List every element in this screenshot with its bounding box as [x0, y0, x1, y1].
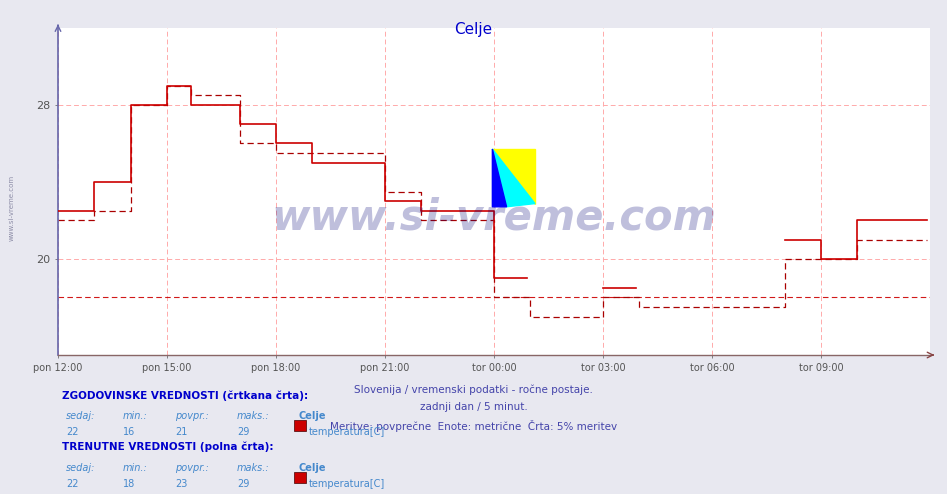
Text: ZGODOVINSKE VREDNOSTI (črtkana črta):: ZGODOVINSKE VREDNOSTI (črtkana črta):	[62, 390, 308, 401]
Text: 21: 21	[175, 427, 188, 437]
Text: Slovenija / vremenski podatki - ročne postaje.: Slovenija / vremenski podatki - ročne po…	[354, 385, 593, 395]
Text: maks.:: maks.:	[237, 411, 269, 421]
Text: Meritve: povprečne  Enote: metrične  Črta: 5% meritev: Meritve: povprečne Enote: metrične Črta:…	[330, 419, 617, 432]
Text: Celje: Celje	[298, 462, 326, 473]
Text: 16: 16	[123, 427, 135, 437]
Text: maks.:: maks.:	[237, 462, 269, 473]
Text: 18: 18	[123, 479, 135, 489]
Text: sedaj:: sedaj:	[66, 411, 96, 421]
Text: povpr.:: povpr.:	[175, 411, 209, 421]
Text: www.si-vreme.com: www.si-vreme.com	[9, 174, 14, 241]
Text: sedaj:: sedaj:	[66, 462, 96, 473]
Text: TRENUTNE VREDNOSTI (polna črta):: TRENUTNE VREDNOSTI (polna črta):	[62, 442, 273, 453]
Text: 29: 29	[237, 427, 249, 437]
Polygon shape	[492, 149, 507, 207]
Text: www.si-vreme.com: www.si-vreme.com	[272, 197, 717, 239]
Text: zadnji dan / 5 minut.: zadnji dan / 5 minut.	[420, 402, 527, 412]
Text: 23: 23	[175, 479, 188, 489]
Text: Celje: Celje	[455, 22, 492, 37]
Text: temperatura[C]: temperatura[C]	[309, 479, 385, 489]
Text: Celje: Celje	[298, 411, 326, 421]
Text: min.:: min.:	[123, 411, 148, 421]
Text: 22: 22	[66, 479, 79, 489]
Polygon shape	[492, 149, 535, 204]
Polygon shape	[492, 149, 535, 207]
Text: 29: 29	[237, 479, 249, 489]
Text: povpr.:: povpr.:	[175, 462, 209, 473]
Text: 22: 22	[66, 427, 79, 437]
Text: min.:: min.:	[123, 462, 148, 473]
Text: temperatura[C]: temperatura[C]	[309, 427, 385, 437]
